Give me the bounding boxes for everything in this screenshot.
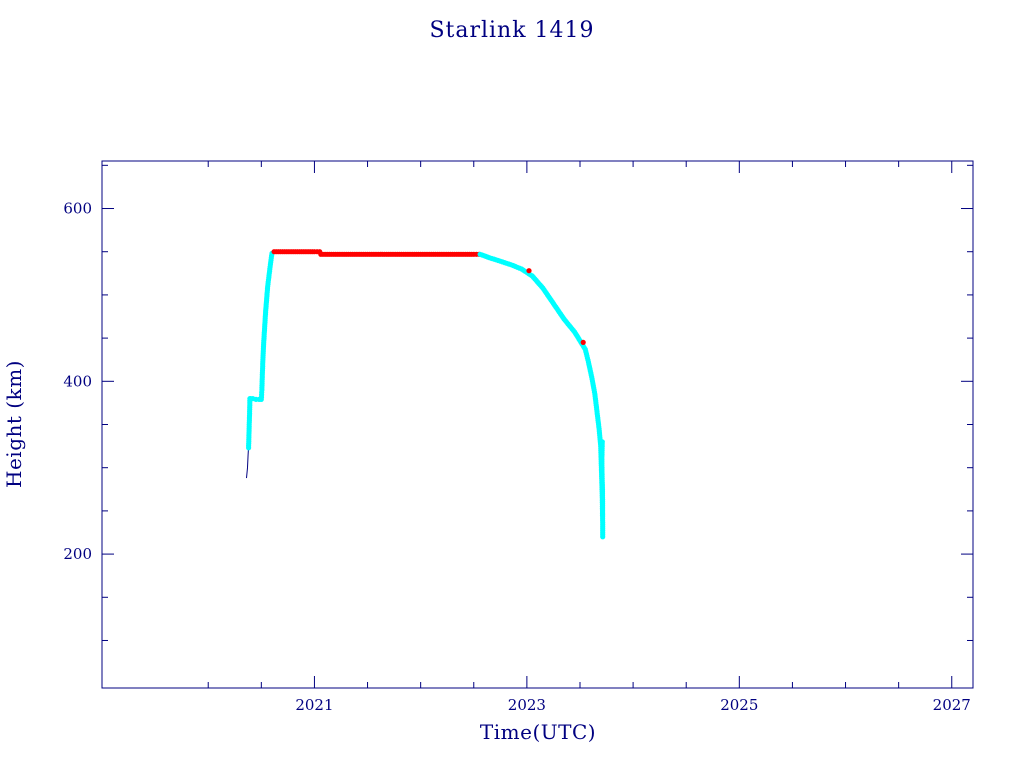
- x-tick-label: 2021: [295, 696, 333, 714]
- y-axis-label: Height (km): [2, 360, 26, 488]
- series-4: [526, 268, 586, 345]
- x-tick-label: 2025: [720, 696, 758, 714]
- x-tick-label: 2023: [508, 696, 546, 714]
- series-3: [599, 439, 606, 540]
- data-point: [526, 268, 532, 274]
- chart-title: Starlink 1419: [429, 18, 594, 43]
- y-tick-label: 400: [63, 372, 92, 390]
- axis-tick-labels: 2021 2023 2025 2027 200 400 600: [63, 200, 970, 714]
- data-point: [580, 339, 586, 345]
- series-0: [246, 250, 275, 451]
- y-tick-label: 600: [63, 200, 92, 218]
- axis-ticks: [102, 161, 973, 688]
- data-points-layer: [246, 249, 606, 540]
- data-point: [599, 439, 605, 445]
- x-tick-label: 2027: [933, 696, 971, 714]
- x-axis-label: Time(UTC): [480, 720, 596, 744]
- series-2: [477, 251, 606, 518]
- y-tick-label: 200: [63, 545, 92, 563]
- series-1: [271, 249, 482, 257]
- plot-frame: [101, 160, 974, 689]
